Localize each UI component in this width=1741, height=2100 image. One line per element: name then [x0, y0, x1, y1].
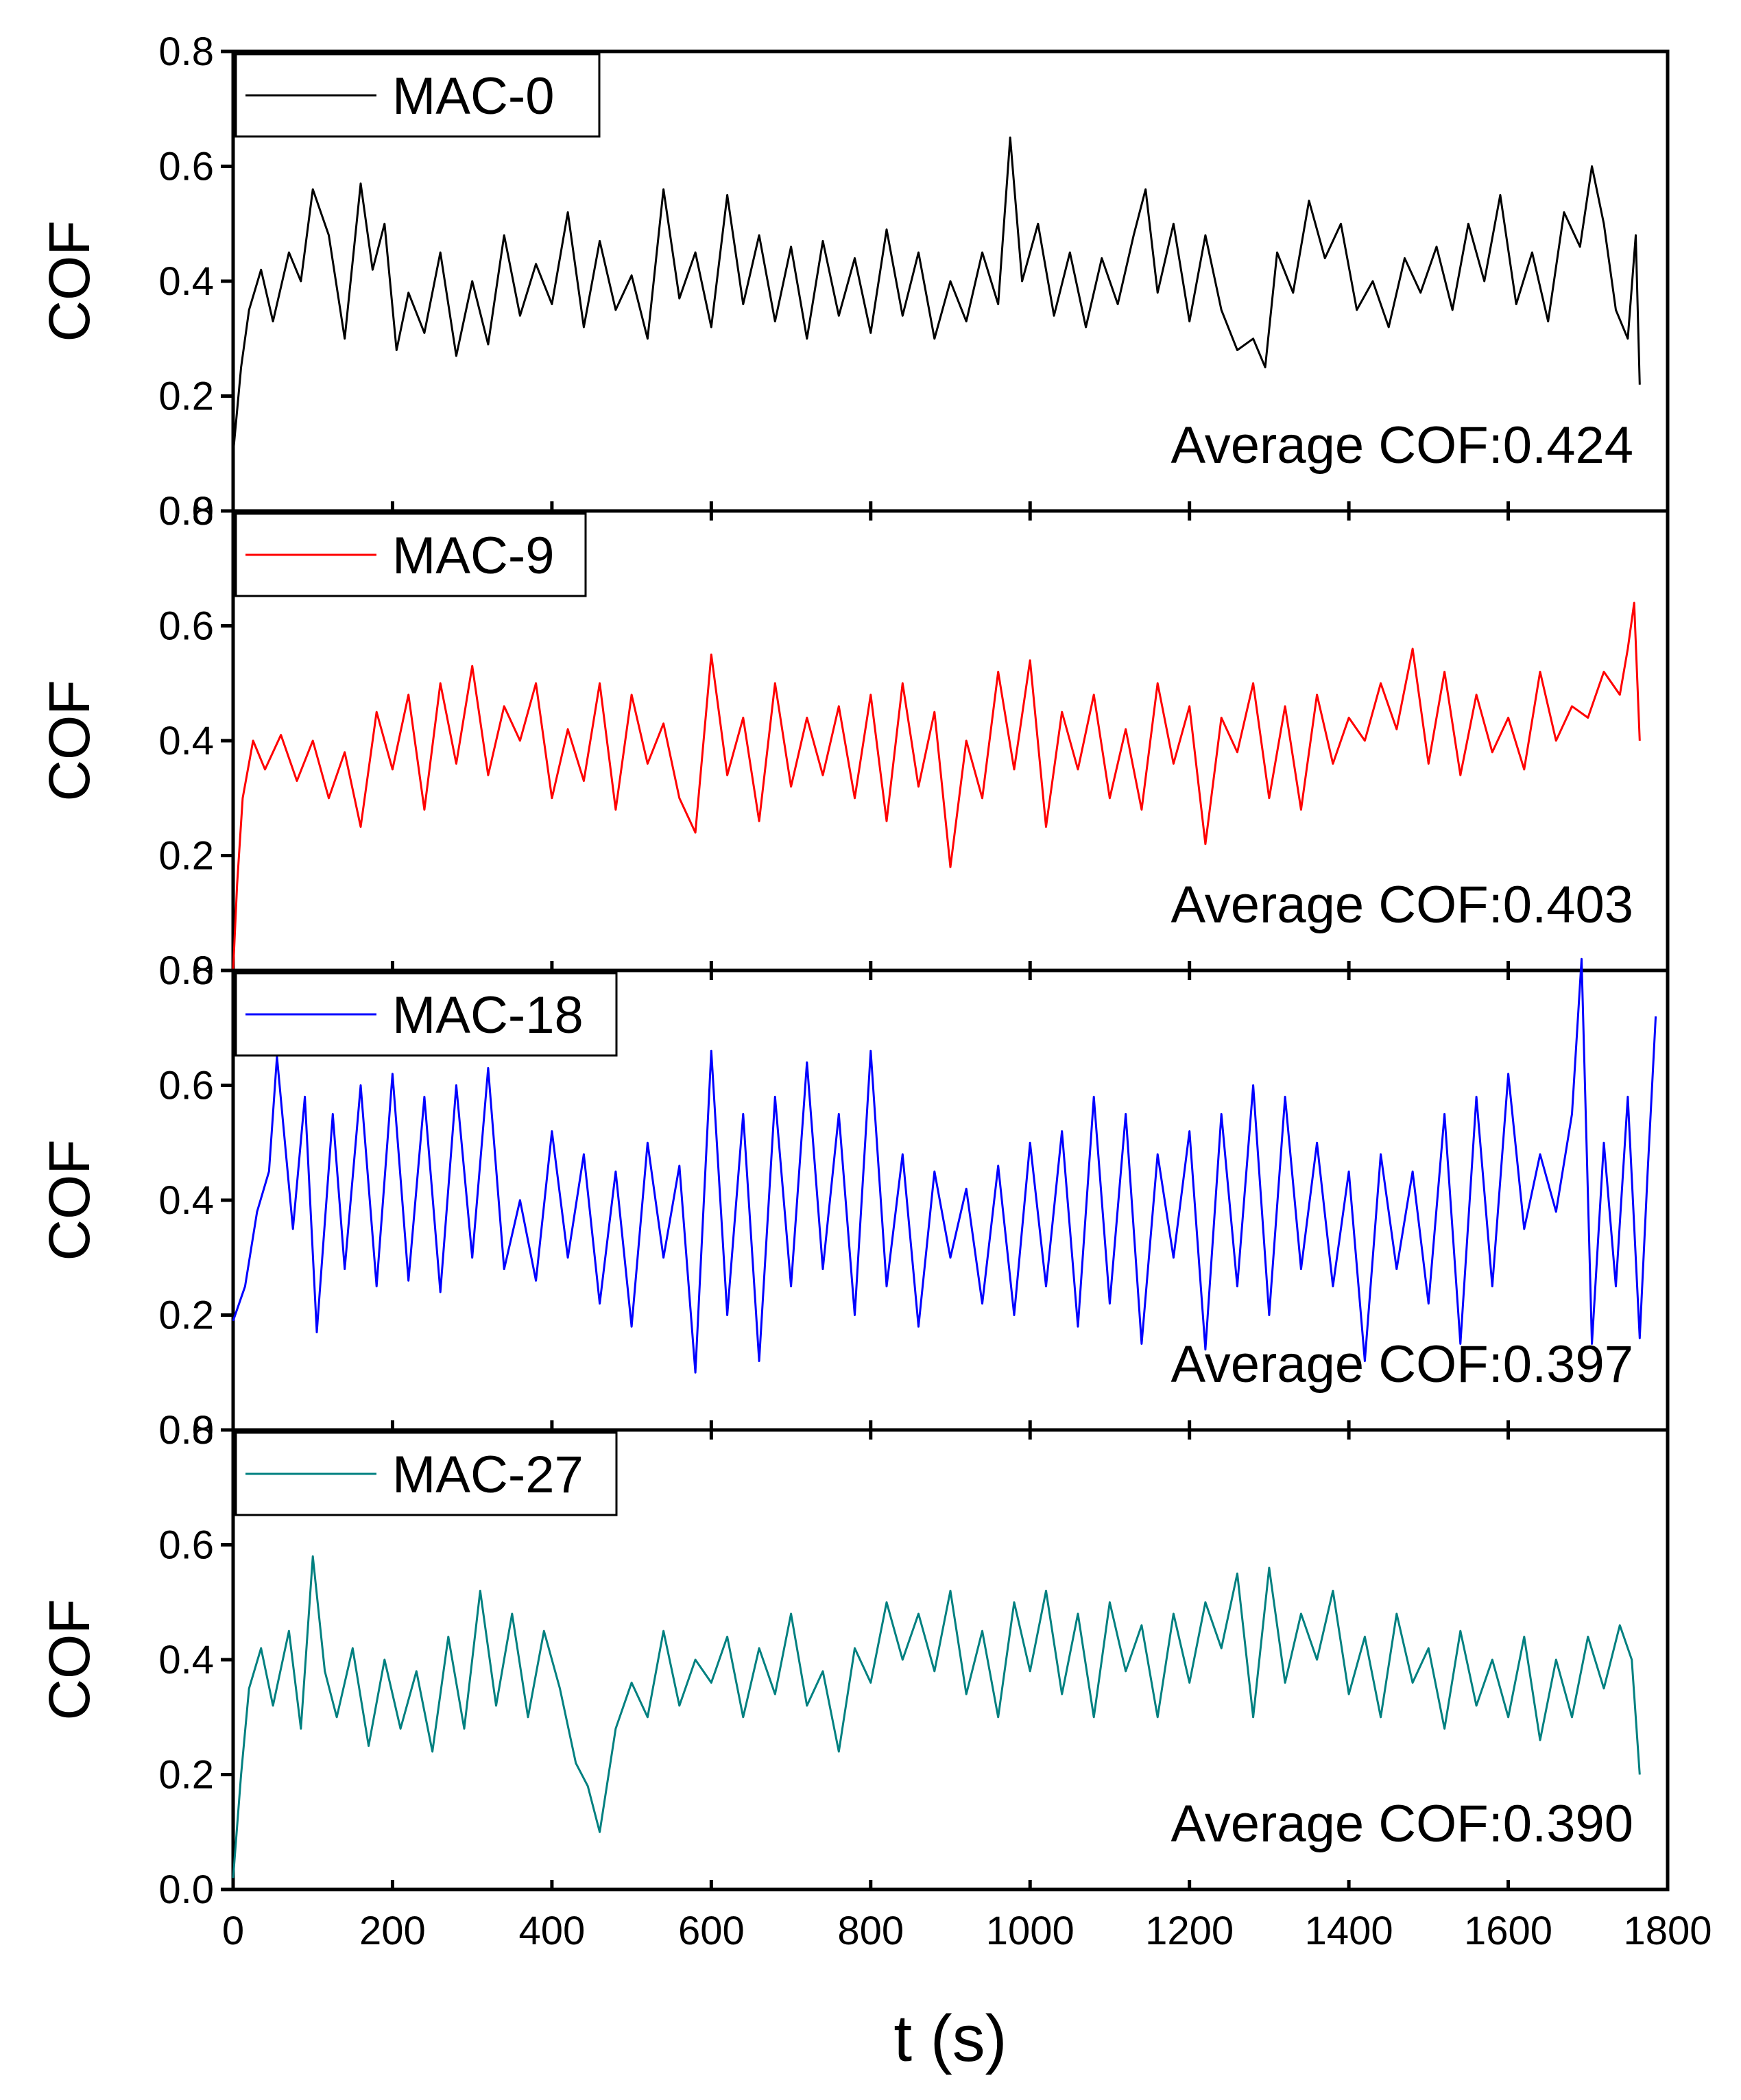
legend-label: MAC-0 — [392, 67, 554, 126]
y-axis-label: COF — [37, 680, 101, 801]
x-tick-label: 200 — [359, 1909, 426, 1953]
x-axis-label: t (s) — [893, 2002, 1007, 2075]
y-tick-label: 0.0 — [158, 1868, 214, 1912]
y-tick-label: 0.4 — [158, 259, 214, 304]
x-tick-label: 1400 — [1305, 1909, 1393, 1953]
average-cof-annotation: Average COF:0.403 — [1170, 876, 1633, 934]
average-cof-annotation: Average COF:0.390 — [1170, 1795, 1633, 1853]
x-tick-label: 1000 — [986, 1909, 1074, 1953]
legend: MAC-18 — [235, 972, 618, 1057]
y-tick-label: 0.6 — [158, 604, 214, 649]
legend-label: MAC-27 — [392, 1446, 584, 1504]
y-tick-label: 0.2 — [158, 1293, 214, 1338]
x-tick-label: 1200 — [1145, 1909, 1234, 1953]
legend: MAC-9 — [235, 512, 587, 597]
y-tick-label: 0.8 — [158, 29, 214, 74]
x-tick-label: 1800 — [1623, 1909, 1712, 1953]
panel-mac-27: 0.8 0.6 0.4 0.2 0.0 COF MAC-27 Average COF:0.39… — [37, 1408, 1670, 1912]
x-tick-label: 0 — [222, 1909, 244, 1953]
panel-mac-18: 0.8 0.6 0.4 0.2 0.0 COF MAC-18 Average COF:0.39… — [37, 948, 1670, 1453]
series-line-mac-0 — [232, 136, 1641, 454]
panel-mac-9: 0.8 0.6 0.4 0.2 0.0 COF MAC-9 Average COF:0.403 — [37, 489, 1670, 993]
panels-group: 0.8 0.6 0.4 0.2 0.0 COF MAC-0 Average COF:0.424… — [37, 29, 1670, 1912]
y-tick-label: 0.8 — [158, 489, 214, 534]
y-axis-label: COF — [37, 1139, 101, 1261]
x-axis: 0 200 400 600 800 1000 1200 1400 1600 1800 — [222, 1909, 1712, 1953]
series-line-mac-9 — [232, 601, 1641, 971]
x-tick-label: 1600 — [1464, 1909, 1552, 1953]
y-tick-label: 0.2 — [158, 834, 214, 879]
y-tick-label: 0.4 — [158, 719, 214, 763]
legend-label: MAC-18 — [392, 986, 584, 1045]
y-tick-label: 0.6 — [158, 145, 214, 189]
y-tick-label: 0.6 — [158, 1523, 214, 1568]
legend: MAC-0 — [235, 53, 601, 138]
y-axis-label: COF — [37, 220, 101, 342]
y-tick-label: 0.8 — [158, 948, 214, 993]
y-tick-label: 0.6 — [158, 1064, 214, 1108]
x-tick-label: 400 — [518, 1909, 585, 1953]
y-tick-label: 0.0 — [158, 489, 214, 534]
y-tick-label: 0.0 — [158, 1408, 214, 1453]
series-line-mac-27 — [232, 1555, 1641, 1878]
y-tick-label: 0.2 — [158, 1753, 214, 1798]
average-cof-annotation: Average COF:0.424 — [1170, 416, 1633, 475]
y-tick-label: 0.4 — [158, 1638, 214, 1682]
x-tick-label: 800 — [837, 1909, 904, 1953]
y-tick-label: 0.4 — [158, 1178, 214, 1223]
legend-label: MAC-9 — [392, 527, 554, 585]
y-axis-label: COF — [37, 1599, 101, 1720]
series-line-mac-18 — [232, 957, 1657, 1374]
x-tick-label: 600 — [678, 1909, 745, 1953]
y-tick-label: 0.8 — [158, 1408, 214, 1453]
y-tick-label: 0.2 — [158, 374, 214, 419]
legend: MAC-27 — [235, 1431, 618, 1516]
y-tick-label: 0.0 — [158, 948, 214, 993]
average-cof-annotation: Average COF:0.397 — [1170, 1335, 1633, 1394]
panel-mac-0: 0.8 0.6 0.4 0.2 0.0 COF MAC-0 Average COF:0.424 — [37, 29, 1670, 534]
